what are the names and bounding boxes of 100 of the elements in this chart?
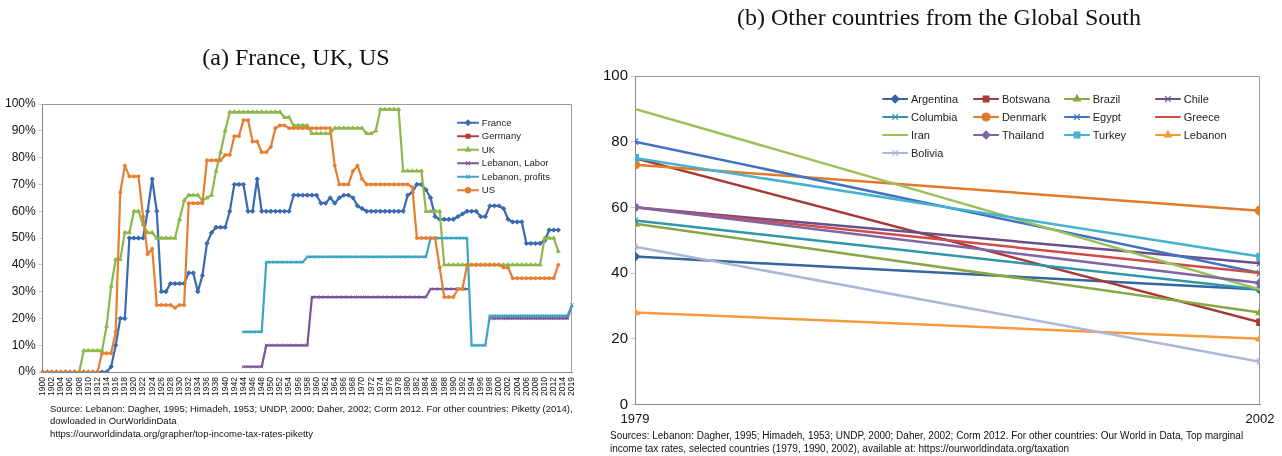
x-tick-label: 1952 [274, 376, 285, 397]
y-tick-label: 100% [4, 96, 37, 111]
x-tick-label: 2002 [502, 376, 513, 397]
x-tick-label: 1908 [73, 376, 84, 397]
x-tick-label: 1968 [347, 376, 358, 397]
y-tick-label: 70% [11, 176, 37, 191]
y-tick-label: 90% [11, 123, 37, 138]
x-tick-label: 1902 [46, 376, 57, 397]
legend-label: Turkey [1092, 128, 1127, 141]
y-tick-label: 20 [611, 328, 629, 346]
x-tick-label: 1974 [374, 376, 385, 397]
chart-title: (a) France, UK, US [201, 44, 391, 71]
legend-label: Bolivia [910, 146, 945, 159]
x-tick-label: 1948 [256, 376, 267, 397]
x-tick-label: 1916 [110, 376, 121, 397]
x-tick-label: 1996 [475, 376, 486, 397]
legend-label: Greece [1183, 110, 1220, 123]
y-tick-label: 60 [611, 197, 629, 215]
y-tick-label: 50% [11, 230, 37, 245]
x-tick-label: 1932 [183, 376, 194, 397]
legend-label: Botswana [1001, 92, 1052, 105]
x-tick-label: 2019 [566, 376, 577, 397]
x-tick-label: 1988 [438, 376, 449, 397]
x-tick-label: 1914 [100, 376, 111, 397]
legend-label: Lebanon, Labor [481, 157, 549, 169]
y-tick-label: 60% [11, 203, 37, 218]
x-tick-label: 1960 [310, 376, 321, 397]
legend-label: Chile [1183, 92, 1209, 105]
x-tick-label: 1992 [456, 376, 467, 397]
legend-label: Iran [910, 128, 930, 141]
legend-label: Lebanon [1183, 128, 1227, 141]
x-tick-label: 2014 [557, 376, 568, 397]
chart-title: (b) Other countries from the Global South [736, 4, 1142, 31]
x-tick-label: 1946 [246, 376, 257, 397]
legend-label: Egypt [1092, 110, 1121, 123]
x-tick-label: 1930 [173, 376, 184, 397]
y-tick-label: 0% [18, 364, 37, 379]
x-tick-label: 1910 [82, 376, 93, 397]
y-tick-label: 30% [11, 283, 37, 298]
x-tick-label: 2010 [538, 376, 549, 397]
x-tick-label: 1906 [64, 376, 75, 397]
x-tick-label: 1904 [55, 376, 66, 397]
x-tick-label: 1944 [237, 376, 248, 397]
x-tick-label: 1984 [420, 376, 431, 397]
x-tick-label: 1954 [283, 376, 294, 397]
x-tick-label: 1986 [429, 376, 440, 397]
y-tick-label: 40 [611, 263, 629, 281]
y-tick-label: 80% [11, 149, 37, 164]
x-tick-label: 1922 [137, 376, 148, 397]
x-tick-label: 2000 [493, 376, 504, 397]
legend-label: UK [481, 143, 496, 155]
y-tick-label: 20% [11, 310, 37, 325]
x-tick-label: 1978 [392, 376, 403, 397]
x-tick-label: 1936 [201, 376, 212, 397]
x-tick-label: 1912 [91, 376, 102, 397]
text: https://ourworldindata.org/grapher/top-income-tax-rates-piketty [50, 427, 314, 441]
x-tick-label: 1998 [484, 376, 495, 397]
x-tick-label: 1900 [37, 376, 48, 397]
x-tick-label: 1956 [292, 376, 303, 397]
x-tick-label: 1938 [210, 376, 221, 397]
x-tick-label: 2012 [548, 376, 559, 397]
x-tick-label: 1942 [228, 376, 239, 397]
x-tick-label: 2002 [1245, 410, 1275, 426]
x-tick-label: 1972 [365, 376, 376, 397]
x-tick-label: 1966 [338, 376, 349, 397]
x-tick-label: 1964 [329, 376, 340, 397]
legend-label: Brazil [1092, 92, 1121, 105]
legend-label: France [481, 116, 512, 128]
x-tick-label: 1940 [219, 376, 230, 397]
x-tick-label: 1982 [411, 376, 422, 397]
y-tick-label: 0 [619, 394, 629, 412]
x-tick-label: 1920 [128, 376, 139, 397]
x-tick-label: 1962 [319, 376, 330, 397]
legend-label: Germany [481, 130, 522, 142]
x-tick-label: 1924 [146, 376, 157, 397]
legend-label: Denmark [1001, 110, 1047, 123]
y-tick-label: 10% [11, 337, 37, 352]
x-tick-label: 2004 [511, 376, 522, 397]
x-tick-label: 1970 [356, 376, 367, 397]
legend-label: US [481, 184, 496, 196]
x-tick-label: 1958 [301, 376, 312, 397]
x-tick-label: 1950 [265, 376, 276, 397]
x-tick-label: 1928 [164, 376, 175, 397]
y-tick-label: 80 [611, 131, 629, 149]
legend-label: Argentina [910, 92, 959, 105]
x-tick-label: 1918 [119, 376, 130, 397]
x-tick-label: 2008 [529, 376, 540, 397]
y-tick-label: 40% [11, 257, 37, 272]
source-note: Sources: Lebanon: Dagher, 1995; Himadeh, 1953; UNDP, 2000; Daher, 2002; Corm 2012. For other countries: Our World in Data, Top marginal income tax rates, selected countries (1979, 1990, 2002), available at: https://ourworldindata.org/taxation [610, 429, 1245, 455]
x-tick-label: 1980 [402, 376, 413, 397]
y-tick-label: 100 [603, 66, 629, 84]
x-tick-label: 1990 [447, 376, 458, 397]
legend-label: Thailand [1001, 128, 1045, 141]
x-tick-label: 1994 [465, 376, 476, 397]
x-tick-label: 2006 [520, 376, 531, 397]
x-tick-label: 1934 [192, 376, 203, 397]
x-tick-label: 1926 [155, 376, 166, 397]
x-tick-label: 1976 [383, 376, 394, 397]
legend-label: Lebanon, profits [481, 170, 551, 182]
x-tick-label: 1979 [620, 410, 650, 426]
